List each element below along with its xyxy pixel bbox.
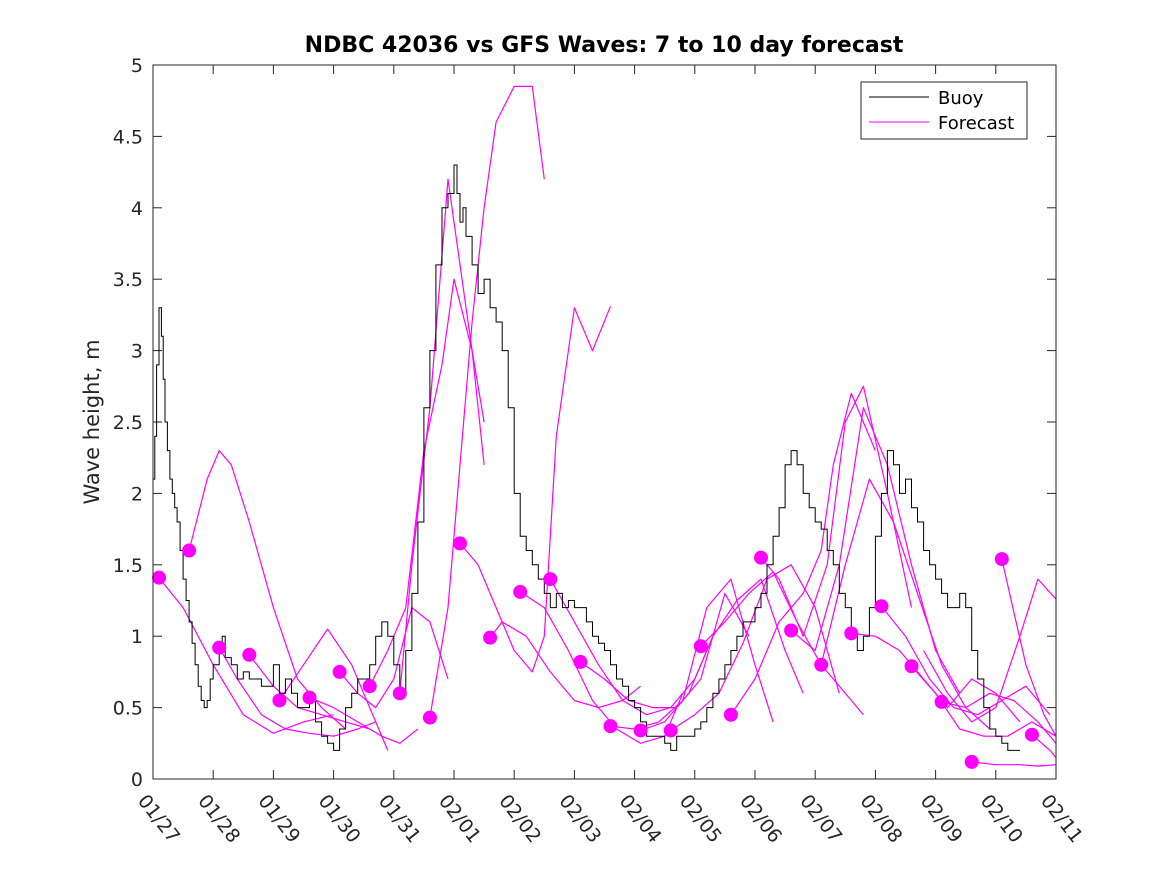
forecast-start-marker — [392, 686, 407, 701]
forecast-start-marker — [152, 570, 167, 585]
forecast-line-4 — [248, 654, 370, 730]
y-axis-label: Wave height, m — [80, 339, 104, 504]
legend: Buoy Forecast — [860, 81, 1028, 140]
forecast-line-25 — [880, 605, 1051, 716]
forecast-line-8 — [369, 278, 485, 687]
forecast-start-marker — [362, 679, 377, 694]
forecast-line-12 — [489, 621, 641, 709]
forecast-start-marker — [543, 572, 558, 587]
y-tick-label: 4 — [131, 198, 143, 220]
y-tick-label: 5 — [131, 55, 143, 77]
y-tick-label: 2.5 — [113, 412, 143, 434]
axes-box — [152, 64, 1057, 780]
forecast-line-28 — [971, 761, 1057, 767]
forecast-line-3 — [218, 647, 376, 737]
y-tick-label: 4.5 — [113, 126, 143, 148]
forecast-line-29 — [1001, 558, 1057, 737]
forecast-line-15 — [580, 592, 750, 709]
forecast-line-31 — [923, 578, 1057, 723]
forecast-start-marker — [302, 690, 317, 705]
forecast-line-13 — [519, 591, 684, 744]
forecast-start-marker — [182, 543, 197, 558]
forecast-start-marker — [603, 719, 618, 734]
forecast-start-marker — [663, 723, 678, 738]
forecast-start-marker — [784, 623, 799, 638]
forecast-start-marker — [573, 654, 588, 669]
forecast-start-marker — [422, 710, 437, 725]
forecast-start-marker — [874, 599, 889, 614]
legend-buoy-label: Buoy — [938, 88, 984, 109]
forecast-start-marker — [904, 659, 919, 674]
forecast-start-marker — [693, 639, 708, 654]
y-tick-label: 3 — [131, 341, 143, 363]
forecast-start-marker — [242, 647, 257, 662]
forecast-start-marker — [844, 626, 859, 641]
forecast-start-marker — [934, 694, 949, 709]
forecast-start-marker — [513, 584, 528, 599]
forecast-line-30 — [1031, 734, 1057, 758]
forecast-line-1 — [158, 577, 334, 734]
forecast-start-marker — [1024, 727, 1039, 742]
forecast-line-17 — [640, 578, 804, 731]
chart-title: NDBC 42036 vs GFS Waves: 7 to 10 day for… — [305, 33, 904, 58]
forecast-start-marker — [754, 550, 769, 565]
forecast-start-marker — [964, 754, 979, 769]
forecast-line-9 — [399, 178, 485, 694]
forecast-line-19 — [700, 571, 864, 716]
forecast-start-marker — [453, 536, 468, 551]
forecast-start-marker — [332, 664, 347, 679]
buoy-line — [153, 164, 1020, 751]
forecast-start-marker — [212, 640, 227, 655]
forecast-start-marker — [814, 657, 829, 672]
legend-box — [860, 81, 1028, 140]
forecast-start-marker — [633, 723, 648, 738]
y-tick-label: 1.5 — [113, 555, 143, 577]
forecast-line-27 — [941, 692, 1057, 744]
y-tick-label: 0 — [131, 769, 143, 791]
forecast-start-marker — [272, 693, 287, 708]
y-tick-label: 3.5 — [113, 269, 143, 291]
forecast-line-10 — [429, 85, 545, 718]
forecast-start-marker — [723, 707, 738, 722]
forecast-line-20 — [730, 392, 876, 716]
plot-area — [152, 85, 1057, 769]
forecast-start-marker — [483, 630, 498, 645]
legend-forecast-label: Forecast — [938, 113, 1014, 134]
y-tick-label: 1 — [131, 626, 143, 648]
y-tick-label: 0.5 — [113, 698, 143, 720]
forecast-line-23 — [820, 478, 991, 730]
forecast-line-6 — [309, 697, 419, 744]
forecast-line-26 — [911, 665, 1057, 737]
y-axis-ticks: 0 0.5 1 1.5 2 2.5 3 3.5 4 4.5 5 — [113, 55, 1056, 791]
y-tick-label: 2 — [131, 483, 143, 505]
forecast-start-marker — [994, 552, 1009, 567]
forecast-line-5 — [278, 628, 389, 751]
forecast-line-21 — [760, 385, 913, 637]
